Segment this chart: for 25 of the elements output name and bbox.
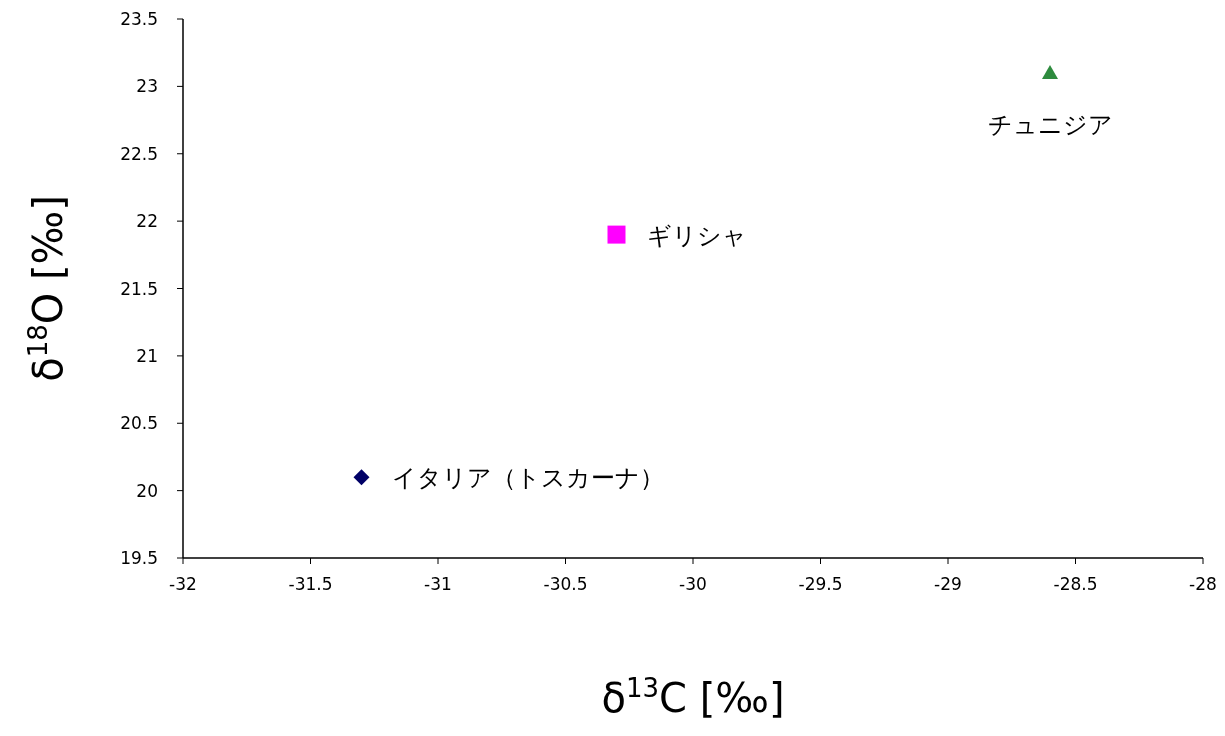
x-tick-label: -31.5 (288, 574, 333, 594)
point (1042, 64, 1058, 79)
y-tick-label: 22.5 (120, 143, 158, 164)
y-tick-label: 22 (136, 211, 158, 232)
x-axis-title: δ$^{13}$C [‰] (601, 673, 785, 721)
y-tick-label: 23.5 (120, 9, 158, 29)
point (607, 225, 626, 244)
y-tick-label: 23 (136, 76, 158, 97)
y-tick-label: 19.5 (120, 548, 158, 568)
x-tick-label: -30 (679, 574, 707, 594)
x-tick-label: -28 (1189, 574, 1217, 594)
x-tick-label: -31 (424, 574, 452, 594)
point (353, 469, 370, 486)
series-label: チュニジア (987, 110, 1113, 139)
series-label: イタリア（トスカーナ） (391, 464, 664, 493)
x-tick-label: -28.5 (1053, 574, 1098, 594)
y-tick-label: 21.5 (120, 278, 158, 299)
x-tick-label: -29 (934, 574, 962, 594)
x-tick-label: -30.5 (543, 574, 588, 594)
series-label: ギリシャ (646, 221, 747, 250)
y-tick-label: 20.5 (120, 413, 158, 434)
x-tick-label: -32 (169, 574, 197, 594)
x-tick-label: -29.5 (798, 574, 843, 594)
y-tick-label: 20 (136, 480, 158, 501)
y-tick-label: 21 (136, 345, 158, 366)
